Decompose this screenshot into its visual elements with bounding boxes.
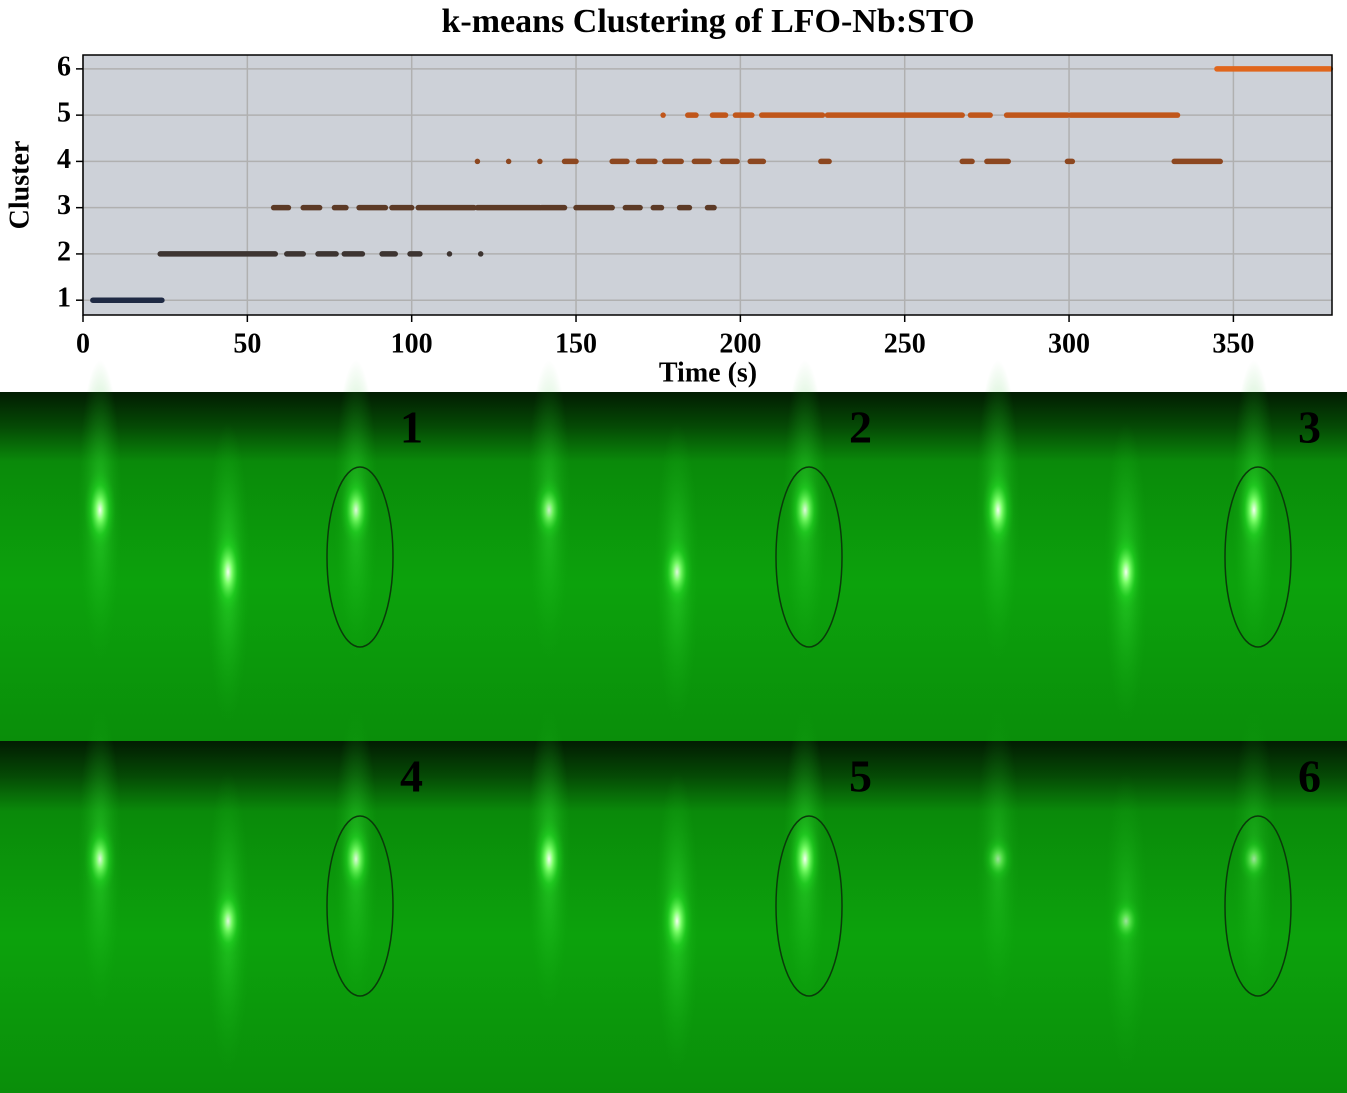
diffraction-spot bbox=[1238, 468, 1270, 552]
diffraction-spot bbox=[212, 525, 244, 619]
x-axis-label: Time (s) bbox=[659, 357, 757, 388]
diffraction-spot bbox=[789, 472, 821, 548]
diffraction-spot bbox=[212, 883, 244, 959]
diffraction-spot bbox=[661, 879, 693, 963]
x-tick-label: 300 bbox=[1048, 328, 1090, 359]
diffraction-spot bbox=[84, 468, 116, 552]
roi-outline bbox=[326, 815, 394, 997]
x-tick-label: 350 bbox=[1212, 328, 1254, 359]
roi-outline bbox=[1224, 815, 1292, 997]
roi-outline bbox=[775, 466, 843, 648]
diffraction-spot bbox=[982, 833, 1014, 885]
rheed-image: 6 bbox=[898, 709, 1347, 1093]
y-tick-label: 5 bbox=[57, 98, 71, 129]
diffraction-spot bbox=[533, 817, 565, 901]
x-tick-label: 50 bbox=[233, 328, 261, 359]
y-axis-label: Cluster bbox=[4, 141, 35, 230]
diffraction-spot bbox=[1238, 833, 1270, 885]
diffraction-spot bbox=[1110, 530, 1142, 614]
x-tick-label: 150 bbox=[555, 328, 597, 359]
y-tick-label: 1 bbox=[57, 283, 71, 314]
rheed-image: 4 bbox=[0, 709, 449, 1093]
panel-label: 3 bbox=[1298, 402, 1321, 453]
diffraction-spot bbox=[533, 476, 565, 544]
y-tick-label: 4 bbox=[57, 144, 71, 175]
plot-frame bbox=[82, 54, 1333, 316]
panel-label: 5 bbox=[849, 751, 872, 802]
diffraction-spot bbox=[789, 817, 821, 901]
rheed-image: 2 bbox=[449, 360, 898, 741]
rheed-image: 3 bbox=[898, 360, 1347, 741]
panel-label: 4 bbox=[400, 751, 423, 802]
panel-label: 2 bbox=[849, 402, 872, 453]
diffraction-spot bbox=[340, 472, 372, 548]
panel-label: 1 bbox=[400, 402, 423, 453]
roi-outline bbox=[326, 466, 394, 648]
panel-label: 6 bbox=[1298, 751, 1321, 802]
roi-outline bbox=[1224, 466, 1292, 648]
x-tick-label: 250 bbox=[884, 328, 926, 359]
x-tick-label: 100 bbox=[391, 328, 433, 359]
x-tick-label: 200 bbox=[719, 328, 761, 359]
x-tick-label: 0 bbox=[76, 328, 90, 359]
roi-outline bbox=[775, 815, 843, 997]
y-tick-label: 2 bbox=[57, 236, 71, 267]
diffraction-spot bbox=[1110, 895, 1142, 947]
diffraction-spot bbox=[661, 534, 693, 610]
rheed-image: 1 bbox=[0, 360, 449, 741]
diffraction-spot bbox=[84, 821, 116, 897]
plot-area: 0 50 100 150 200 250 300 350 1 2 3 4 5 6 bbox=[57, 51, 1334, 359]
diffraction-spot bbox=[982, 468, 1014, 552]
image-grid: 1 2 3 4 5 6 bbox=[0, 360, 1347, 1093]
chart-title: k-means Clustering of LFO-Nb:STO bbox=[441, 3, 974, 40]
y-tick-label: 3 bbox=[57, 190, 71, 221]
y-tick-label: 6 bbox=[57, 51, 71, 82]
rheed-image: 5 bbox=[449, 709, 898, 1093]
diffraction-spot bbox=[340, 821, 372, 897]
plot-background bbox=[83, 55, 1332, 315]
